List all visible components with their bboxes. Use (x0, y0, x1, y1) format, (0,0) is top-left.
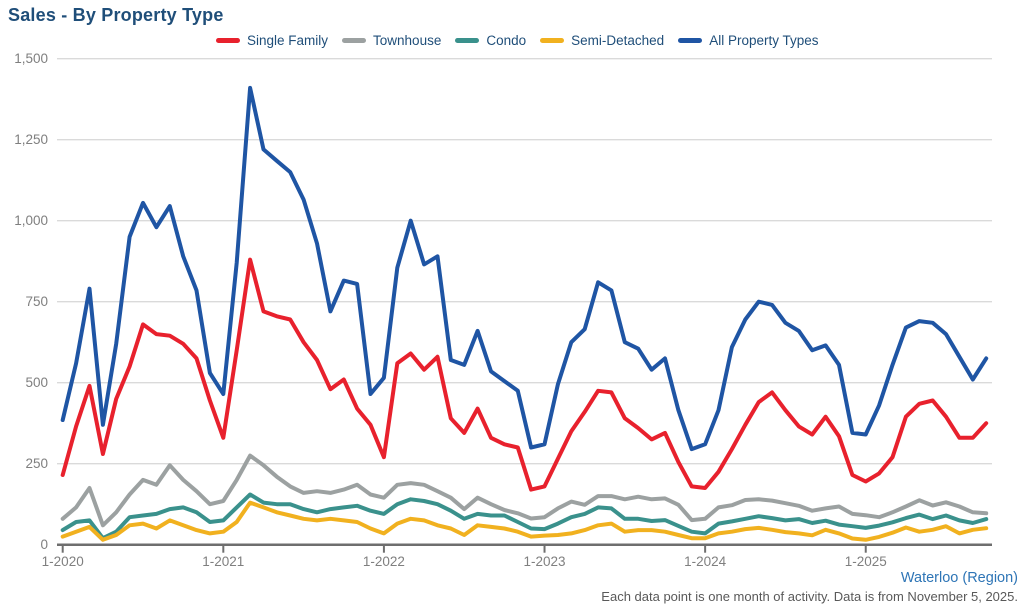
y-axis-tick-label: 1,250 (14, 132, 48, 147)
legend-item-single-family[interactable]: Single Family (216, 33, 328, 48)
single-family-swatch-icon (216, 37, 240, 43)
y-axis-tick-label: 500 (25, 375, 48, 390)
x-axis-tick-label: 1-2024 (684, 554, 727, 569)
series-line-condo (60, 492, 989, 541)
series-line-townhouse (60, 453, 989, 528)
semi-detached-swatch-icon (540, 37, 565, 43)
x-axis-tick-label: 1-2021 (202, 554, 244, 569)
data-source-note: Each data point is one month of activity… (601, 589, 1018, 604)
x-axis-tick-label: 1-2020 (42, 554, 84, 569)
legend-item-semi-detached[interactable]: Semi-Detached (540, 33, 664, 48)
x-axis-tick-label: 1-2025 (845, 554, 887, 569)
all-property-types-swatch-icon (678, 37, 703, 43)
legend-label: Semi-Detached (571, 32, 665, 48)
series-line-all-property-types (60, 85, 989, 452)
series-line-single-family (60, 257, 989, 492)
legend-label: Condo (486, 32, 527, 48)
x-axis-tick-label: 1-2023 (524, 554, 566, 569)
x-axis-tick-label: 1-2022 (363, 554, 405, 569)
chart-legend: Single Family Townhouse Condo Semi-Detac… (216, 32, 819, 48)
y-axis-tick-label: 750 (25, 294, 48, 309)
condo-swatch-icon (455, 37, 480, 43)
region-link[interactable]: Waterloo (Region) (900, 570, 1018, 586)
legend-label: Single Family (247, 32, 329, 48)
legend-label: All Property Types (709, 32, 819, 48)
y-axis-tick-label: 1,000 (14, 213, 48, 228)
y-axis-tick-label: 1,500 (14, 51, 48, 66)
page-title: Sales - By Property Type (8, 5, 224, 25)
y-axis-tick-label: 250 (25, 456, 48, 471)
series-line-semi-detached (60, 500, 989, 542)
legend-item-townhouse[interactable]: Townhouse (342, 33, 441, 48)
y-axis-tick-label: 0 (40, 537, 48, 552)
legend-item-all-property-types[interactable]: All Property Types (678, 32, 819, 48)
townhouse-swatch-icon (342, 37, 367, 43)
legend-item-condo[interactable]: Condo (455, 33, 526, 48)
legend-label: Townhouse (373, 32, 442, 48)
